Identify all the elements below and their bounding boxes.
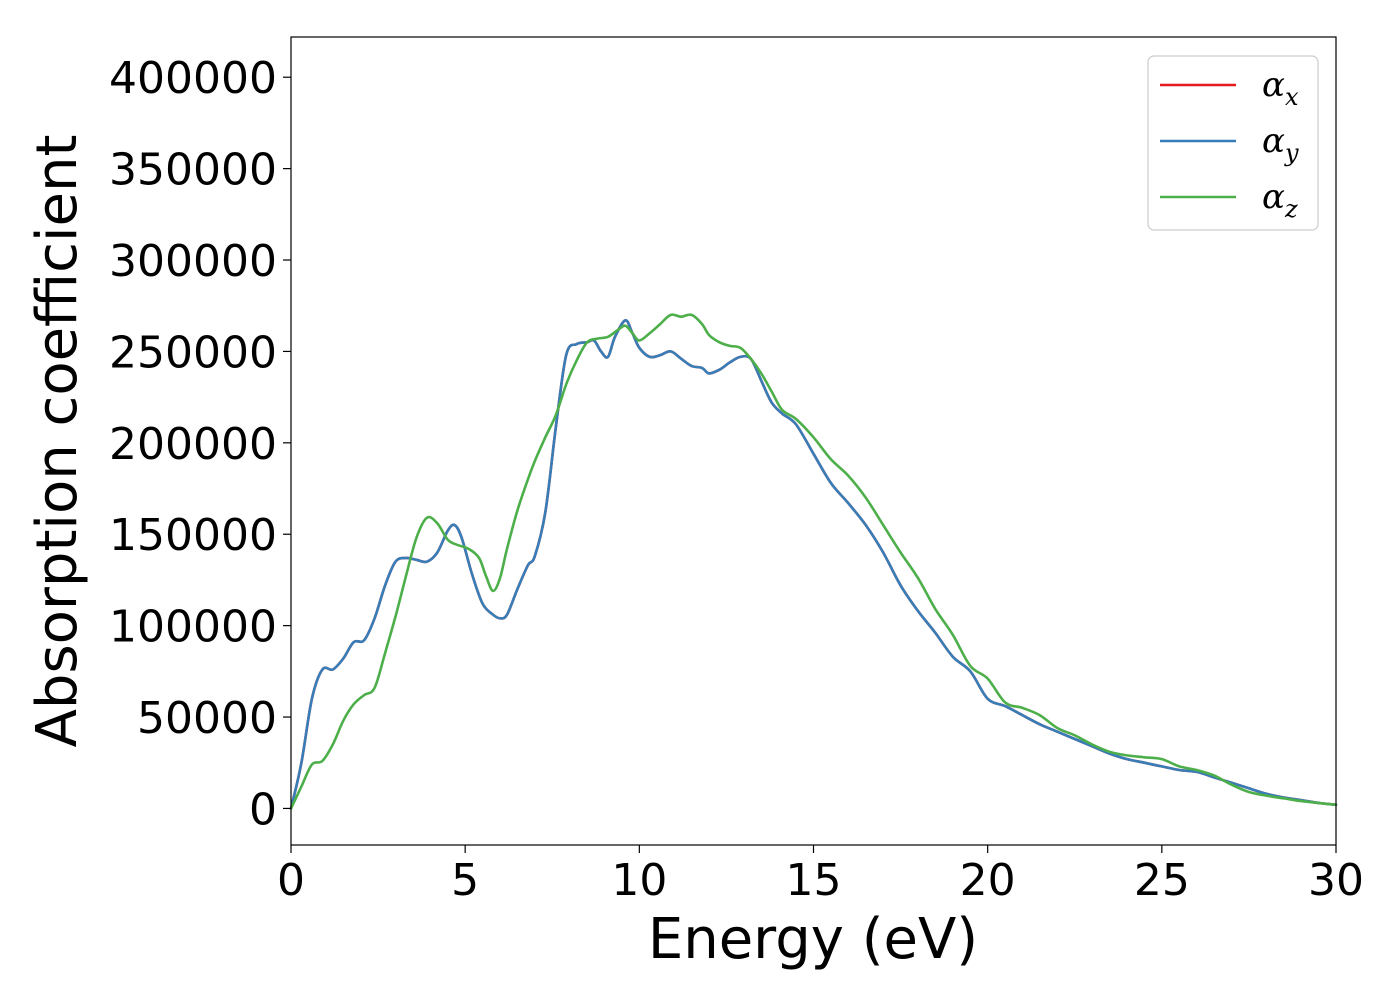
y-tick-label: 400000 xyxy=(109,53,277,104)
series-line-z xyxy=(289,313,1338,810)
y-tick-label: 150000 xyxy=(109,510,277,561)
series-layer xyxy=(289,313,1338,810)
legend: αx αy αz xyxy=(1147,55,1319,231)
x-tick-label: 10 xyxy=(611,855,667,906)
legend-box xyxy=(1147,55,1319,231)
x-axis-title: Energy (eV) xyxy=(648,907,978,972)
legend-label-x: αx xyxy=(1262,65,1299,111)
y-tick-label: 50000 xyxy=(137,693,277,744)
x-tick-label: 5 xyxy=(451,855,479,906)
series-line-x xyxy=(289,319,1338,810)
x-tick-label: 30 xyxy=(1308,855,1364,906)
y-axis-title: Absorption coefficient xyxy=(25,135,90,748)
x-tick-label: 15 xyxy=(786,855,842,906)
y-tick-label: 300000 xyxy=(109,236,277,287)
legend-label-y: αy xyxy=(1262,121,1299,167)
y-tick-label: 200000 xyxy=(109,419,277,470)
x-tick-label: 25 xyxy=(1134,855,1190,906)
y-tick-label: 350000 xyxy=(109,145,277,196)
legend-label-z: αz xyxy=(1262,177,1298,223)
series-line-y xyxy=(289,319,1338,810)
x-tick-label: 0 xyxy=(277,855,305,906)
x-tick-label: 20 xyxy=(960,855,1016,906)
ticks-layer: 0 5 10 15 20 25 30 0 50000 100000 150000 200000 2500… xyxy=(109,53,1364,906)
y-tick-label: 100000 xyxy=(109,602,277,653)
y-tick-label: 0 xyxy=(249,784,277,835)
y-tick-label: 250000 xyxy=(109,327,277,378)
